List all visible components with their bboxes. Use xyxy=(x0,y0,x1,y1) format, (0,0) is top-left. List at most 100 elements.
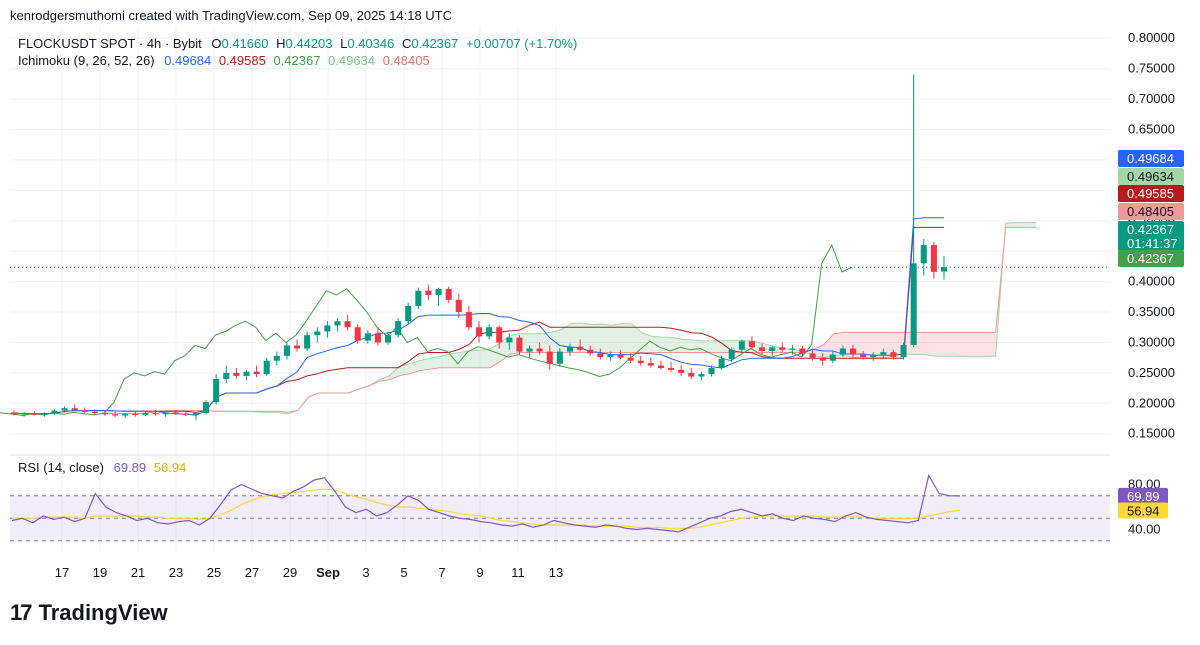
ichimoku-cloud-segment xyxy=(540,332,551,353)
candle-body xyxy=(61,408,68,411)
candle-body xyxy=(940,267,948,272)
price-tick-label: 0.20000 xyxy=(1128,395,1175,410)
candle-body xyxy=(698,374,705,377)
time-tick-label: 23 xyxy=(169,565,183,580)
tradingview-logo[interactable]: 17 TradingView xyxy=(10,600,168,626)
candle-body xyxy=(314,331,321,336)
ichimoku-cloud-segment xyxy=(399,363,410,376)
candle-body xyxy=(536,348,543,352)
time-tick-label: 19 xyxy=(93,565,107,580)
ichimoku-cloud-segment xyxy=(874,332,885,359)
candle-body xyxy=(465,312,472,328)
candle-body xyxy=(870,354,877,358)
price-tick-label: 0.30000 xyxy=(1128,334,1175,349)
candle-body xyxy=(263,360,270,375)
candle-body xyxy=(223,372,230,379)
price-tag xyxy=(1118,185,1184,202)
candle-body xyxy=(526,348,533,352)
ichimoku-base-value: 0.49585 xyxy=(218,53,266,68)
candle-body xyxy=(122,413,129,416)
ichimoku-cloud-segment xyxy=(965,332,976,357)
time-tick-label: 25 xyxy=(207,565,221,580)
time-tick-label: 9 xyxy=(476,565,483,580)
price-tick-label: 0.65000 xyxy=(1128,121,1175,136)
symbol-label[interactable]: FLOCKUSDT SPOT · 4h · Bybit xyxy=(18,36,202,51)
ichimoku-cloud-segment xyxy=(1025,222,1036,228)
rsi-ma-value: 56.94 xyxy=(153,460,187,475)
time-tick-label: 11 xyxy=(511,565,525,580)
candle-body xyxy=(435,288,442,295)
candle-body xyxy=(455,299,462,313)
ichimoku-cloud-segment xyxy=(955,332,966,357)
ichimoku-cloud-segment xyxy=(884,332,895,358)
attribution: kenrodgersmuthomi created with TradingVi… xyxy=(10,8,452,23)
time-tick-label: 5 xyxy=(400,565,407,580)
candle-body xyxy=(395,321,402,336)
candle-body xyxy=(142,413,149,415)
ichimoku-cloud-segment xyxy=(1015,222,1026,228)
rsi-ma-value-tag xyxy=(1118,502,1168,519)
candle-body xyxy=(374,333,381,343)
candle-body xyxy=(101,413,109,415)
candle-body xyxy=(283,345,290,356)
ichimoku-legend: Ichimoku (9, 26, 52, 26) 0.49684 0.49585… xyxy=(18,53,430,68)
candle-body xyxy=(203,402,210,414)
ichimoku-span-a-value: 0.49634 xyxy=(328,53,376,68)
rsi-legend: RSI (14, close) 69.89 56.94 xyxy=(18,460,186,475)
candle-body xyxy=(506,337,513,343)
candle-body xyxy=(900,344,907,358)
ichimoku-cloud-segment xyxy=(945,332,956,357)
price-tag-label: 0.49684 xyxy=(1127,151,1174,166)
rsi-line xyxy=(11,473,961,533)
candle-body xyxy=(657,365,664,369)
ichimoku-cloud-segment xyxy=(490,342,501,368)
rsi-value-tag-label: 69.89 xyxy=(1127,489,1160,504)
time-tick-label: 21 xyxy=(131,565,145,580)
candle-body xyxy=(678,369,685,373)
candle-body xyxy=(182,413,189,415)
candle-body xyxy=(789,348,796,350)
ichimoku-cloud-segment xyxy=(469,350,481,368)
ichimoku-label[interactable]: Ichimoku (9, 26, 52, 26) xyxy=(18,53,155,68)
candle-body xyxy=(930,245,937,272)
price-tag xyxy=(1118,221,1184,251)
time-tick-label: 29 xyxy=(283,565,297,580)
candle-body xyxy=(31,413,38,415)
candle-body xyxy=(21,413,28,415)
tradingview-wordmark: TradingView xyxy=(38,600,168,625)
candle-body xyxy=(890,352,897,358)
candle-body xyxy=(839,348,846,355)
candle-body xyxy=(405,305,412,322)
candle-body xyxy=(829,354,836,361)
ichimoku-cloud-segment xyxy=(570,322,582,353)
candle-body xyxy=(273,355,280,361)
ichimoku-cloud-segment xyxy=(692,339,703,353)
candle-body xyxy=(253,371,260,375)
candle-body xyxy=(91,411,98,414)
ichimoku-span-b-value: 0.48405 xyxy=(382,53,430,68)
candle-body xyxy=(162,412,169,415)
price-tag-label: 0.49585 xyxy=(1127,186,1174,201)
candle-body xyxy=(688,372,695,377)
price-tag-label: 0.42367 xyxy=(1127,222,1174,237)
price-tick-label: 0.35000 xyxy=(1128,304,1175,319)
ichimoku-cloud-segment xyxy=(439,354,450,368)
rsi-label[interactable]: RSI (14, close) xyxy=(18,460,104,475)
ichimoku-lagging-value: 0.42367 xyxy=(273,53,321,68)
time-tick-label: 13 xyxy=(549,565,563,580)
candle-body xyxy=(132,413,139,415)
ichimoku-conversion-value: 0.49684 xyxy=(164,53,212,68)
price-tick-label: 0.15000 xyxy=(1128,426,1175,441)
price-tag-label: 0.42367 xyxy=(1127,251,1174,266)
candle-body xyxy=(637,360,644,364)
candle-body xyxy=(213,378,220,403)
candle-body xyxy=(880,352,887,355)
ichimoku-cloud-segment xyxy=(985,332,996,357)
ichimoku-cloud-segment xyxy=(823,333,834,358)
candle-body xyxy=(668,368,675,370)
candle-body xyxy=(738,341,745,350)
candle-body xyxy=(304,335,311,349)
rsi-ma-value-tag-label: 56.94 xyxy=(1127,503,1160,518)
candle-body xyxy=(819,357,826,361)
